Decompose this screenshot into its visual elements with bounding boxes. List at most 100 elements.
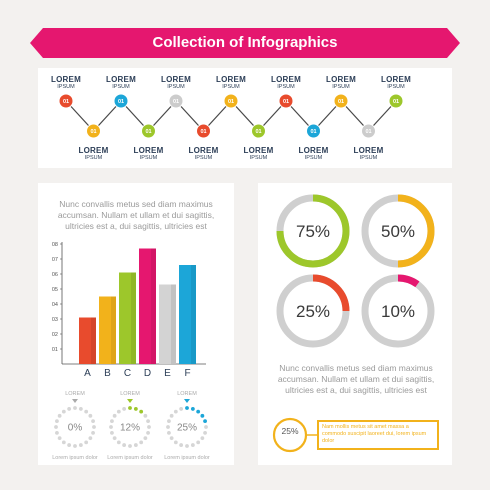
dial-dot — [169, 436, 174, 441]
callout-text: Nam mollis metus sit amet massa a commod… — [322, 424, 427, 444]
y-tick-label: 05 — [52, 287, 58, 293]
dial-caption: Lorem ipsum dolor — [52, 455, 98, 461]
timeline-label-sub: IPSUM — [139, 155, 158, 161]
dial-pointer — [72, 399, 78, 403]
dial-dot — [190, 407, 195, 411]
dial-dot — [146, 419, 150, 424]
timeline-label-title: LOREM — [353, 146, 384, 155]
timeline-label: LOREM IPSUM — [236, 147, 282, 162]
bar — [99, 296, 116, 364]
dial-caption: Lorem ipsum dolor — [164, 455, 210, 461]
timeline-label-title: LOREM — [271, 75, 301, 84]
timeline-label: LOREM IPSUM — [43, 76, 89, 91]
timeline-label-sub: IPSUM — [277, 84, 295, 90]
dial-dot — [54, 425, 58, 429]
timeline-label-sub: IPSUM — [332, 84, 350, 90]
dial-dot — [185, 406, 189, 410]
dial-dot — [203, 430, 207, 435]
ring-value: 10% — [381, 302, 415, 321]
y-tick-label: 08 — [52, 242, 58, 248]
callout-value: 25% — [281, 426, 299, 436]
y-tick-label: 07 — [52, 257, 58, 263]
dial-dot — [167, 430, 171, 435]
timeline-label: LOREM IPSUM — [346, 147, 392, 162]
bar — [179, 265, 196, 364]
timeline-label: LOREM IPSUM — [71, 147, 117, 162]
dial-dot — [88, 436, 93, 441]
bar-shade — [151, 248, 156, 364]
timeline-label-sub: IPSUM — [222, 84, 240, 90]
y-tick-label: 02 — [52, 332, 58, 338]
dial-dot — [78, 443, 83, 447]
dial-dot — [61, 440, 66, 445]
dial-pointer — [184, 399, 190, 403]
timeline-label-title: LOREM — [51, 75, 81, 84]
dial-dot — [84, 409, 89, 414]
dial-value: 25% — [177, 423, 197, 434]
dial-dot — [143, 436, 148, 441]
dial-dot — [61, 409, 66, 414]
bar-shade — [171, 284, 176, 364]
dial-value: 0% — [68, 423, 83, 434]
dial-dot — [57, 413, 62, 418]
dial-dot — [122, 443, 127, 447]
y-tick-label: 04 — [52, 302, 58, 308]
timeline-label-title: LOREM — [243, 146, 274, 155]
x-tick-label: D — [144, 368, 151, 379]
dial-dot — [73, 406, 77, 410]
y-tick-label: 01 — [52, 347, 58, 353]
dial-dot — [67, 443, 72, 447]
dial-dot — [112, 436, 117, 441]
dial-dot — [133, 443, 138, 447]
timeline-label-title: LOREM — [161, 75, 191, 84]
dial-dot — [109, 425, 113, 429]
dial-label: LOREM — [65, 391, 85, 397]
title-banner: Collection of Infographics — [30, 28, 460, 58]
timeline-label-title: LOREM — [188, 146, 219, 155]
x-tick-label: C — [124, 368, 131, 379]
timeline-label-title: LOREM — [216, 75, 246, 84]
dial-dot — [200, 413, 205, 418]
ring-value: 25% — [296, 302, 330, 321]
timeline-label-sub: IPSUM — [359, 155, 378, 161]
dial-label: LOREM — [120, 391, 140, 397]
dial-dot — [196, 440, 201, 445]
dial-label: LOREM — [177, 391, 197, 397]
right-body-text: Nunc convallis metus sed diam maximus ac… — [277, 363, 435, 395]
page-title: Collection of Infographics — [152, 34, 338, 51]
callout-box — [317, 420, 439, 450]
ring-progress — [276, 194, 350, 268]
bar — [119, 272, 136, 364]
timeline-label: LOREM IPSUM — [263, 76, 309, 91]
dial-dot — [179, 443, 184, 447]
dial-dot — [55, 430, 59, 435]
ring-progress — [312, 274, 350, 312]
timeline-label: LOREM IPSUM — [181, 147, 227, 162]
timeline-label: LOREM IPSUM — [318, 76, 364, 91]
timeline-label-title: LOREM — [326, 75, 356, 84]
timeline-label-sub: IPSUM — [387, 84, 405, 90]
dial-dot — [112, 413, 117, 418]
timeline-label-sub: IPSUM — [249, 155, 268, 161]
dial-dot — [55, 419, 59, 424]
timeline-label: LOREM IPSUM — [208, 76, 254, 91]
dial-dot — [116, 409, 121, 414]
timeline-label-title: LOREM — [298, 146, 329, 155]
dial-dot — [173, 409, 178, 414]
timeline-label: LOREM IPSUM — [126, 147, 172, 162]
timeline-label: LOREM IPSUM — [153, 76, 199, 91]
dial-dot — [91, 419, 95, 424]
dial-dot — [146, 430, 150, 435]
banner-shape — [30, 28, 460, 58]
dial-dot — [173, 440, 178, 445]
dial-dot — [139, 409, 144, 414]
bar — [79, 317, 96, 364]
timeline-label-sub: IPSUM — [304, 155, 323, 161]
dial-pointer — [127, 399, 133, 403]
dial-dot — [196, 409, 201, 414]
dial-dot — [147, 425, 151, 429]
ring-progress — [397, 274, 420, 288]
bar — [159, 284, 176, 364]
